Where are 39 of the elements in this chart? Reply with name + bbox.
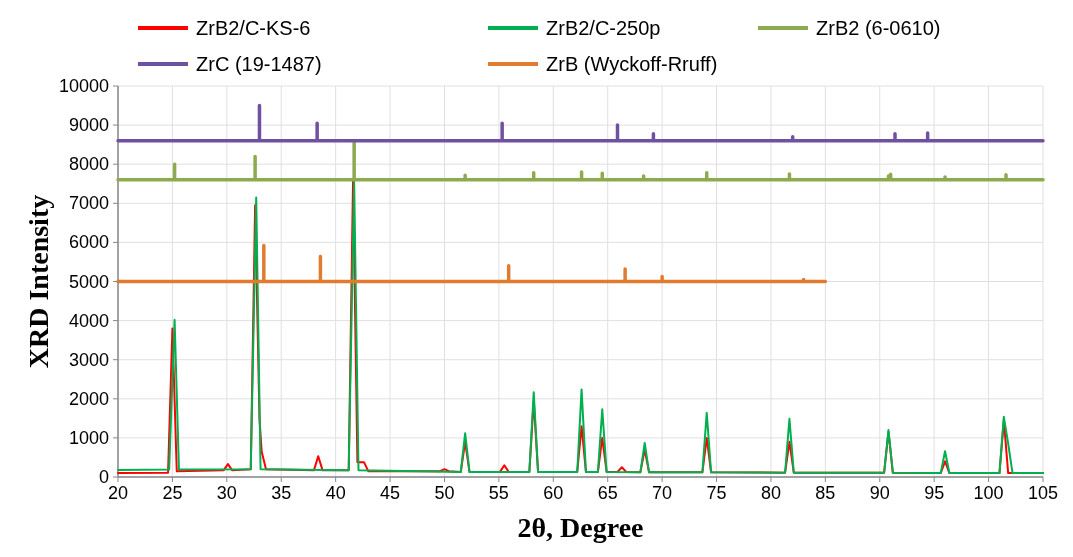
y-tick-label: 6000 [68,232,109,253]
x-tick-label: 100 [973,483,1004,503]
x-tick-label: 95 [924,483,945,503]
x-tick-label: 70 [652,483,673,503]
y-tick-label: 2000 [68,388,109,409]
x-tick-label: 20 [107,483,129,503]
x-axis-title: 2θ, Degree [517,512,644,543]
y-tick-label: 7000 [68,193,109,214]
line-series [116,243,828,284]
line-series [116,103,1045,143]
y-tick-label: 8000 [68,154,109,175]
legend-label: ZrB (Wyckoff-Rruff) [546,53,718,75]
y-tick-label: 1000 [68,427,109,448]
x-tick-label: 60 [543,483,564,503]
y-tick-label: 9000 [68,115,109,136]
y-tick-label: 5000 [68,271,109,292]
x-tick-label: 85 [815,483,836,503]
x-tick-label: 25 [162,483,183,503]
x-tick-label: 55 [488,483,509,503]
x-tick-label: 65 [597,483,618,503]
y-tick-label: 4000 [68,310,109,331]
y-tick-label: 0 [98,467,109,487]
x-tick-label: 80 [760,483,781,503]
y-tick-label: 10000 [58,76,109,96]
legend-label: ZrC (19-1487) [196,53,322,75]
x-tick-label: 40 [325,483,346,503]
x-tick-label: 90 [869,483,890,503]
x-tick-label: 105 [1027,483,1059,503]
x-tick-label: 45 [380,483,401,503]
x-tick-label: 75 [706,483,727,503]
y-axis-title: XRD Intensity [23,194,54,369]
legend-label: ZrB2/C-250p [546,17,661,39]
x-tick-label: 35 [271,483,292,503]
x-tick-label: 30 [216,483,237,503]
line-series [116,140,1045,182]
y-tick-label: 3000 [68,349,109,370]
x-tick-label: 50 [434,483,455,503]
legend-label: ZrB2 (6-0610) [816,17,941,39]
legend-label: ZrB2/C-KS-6 [196,17,311,39]
